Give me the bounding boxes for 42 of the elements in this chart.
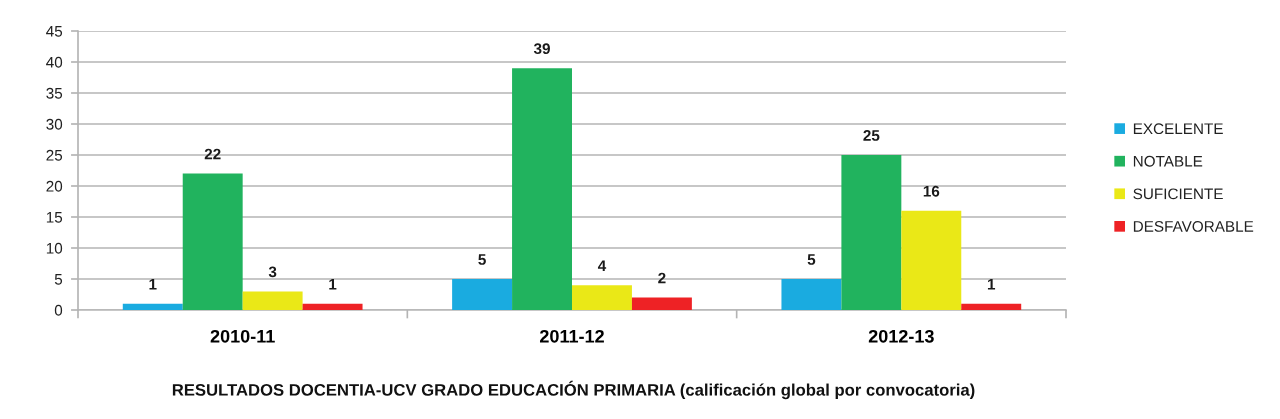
y-tick-label: 35 (46, 87, 63, 99)
legend-label: SUFICIENTE (1133, 188, 1223, 200)
bar (182, 173, 243, 310)
legend-label: NOTABLE (1133, 155, 1203, 167)
data-label: 1 (987, 279, 996, 290)
data-label: 25 (863, 130, 880, 141)
data-label: 5 (478, 254, 486, 265)
bar (512, 68, 572, 310)
x-tick-label: 2010-11 (210, 329, 275, 343)
y-tick-label: 30 (46, 118, 63, 130)
legend-label: DESFAVORABLE (1133, 221, 1254, 232)
data-label: 2 (658, 272, 666, 284)
bar (572, 285, 632, 310)
data-label: 1 (329, 279, 337, 290)
y-tick-label: 15 (46, 212, 63, 223)
y-tick-label: 20 (46, 180, 63, 192)
y-tick-label: 25 (46, 149, 63, 161)
bar (452, 279, 513, 310)
data-label: 3 (268, 266, 277, 278)
y-tick-label: 10 (46, 242, 63, 254)
bar (841, 155, 902, 310)
y-tick-label: 5 (54, 274, 63, 285)
data-label: 4 (597, 260, 607, 271)
data-label: 5 (807, 254, 816, 265)
bar (901, 210, 962, 310)
bar (961, 303, 1022, 310)
x-tick-label: 2012-13 (868, 329, 934, 343)
y-tick-label: 40 (46, 56, 63, 68)
x-tick-label: 2011-12 (540, 329, 604, 343)
bar (302, 303, 363, 310)
bar (781, 279, 842, 310)
data-label: 39 (533, 43, 550, 55)
data-label: 16 (923, 185, 940, 197)
data-label: 22 (204, 148, 221, 160)
y-tick-label: 0 (54, 304, 63, 316)
bar (122, 303, 183, 310)
bar (242, 291, 303, 310)
text: RESULTADOS DOCENTIA-UCV GRADO EDUCACIÓN PRIMARIA (calificación global por convocatoria) (172, 380, 975, 400)
y-tick-label: 45 (46, 26, 63, 37)
data-label: 1 (149, 279, 157, 290)
legend-label: EXCELENTE (1133, 123, 1223, 135)
bar (631, 297, 692, 310)
